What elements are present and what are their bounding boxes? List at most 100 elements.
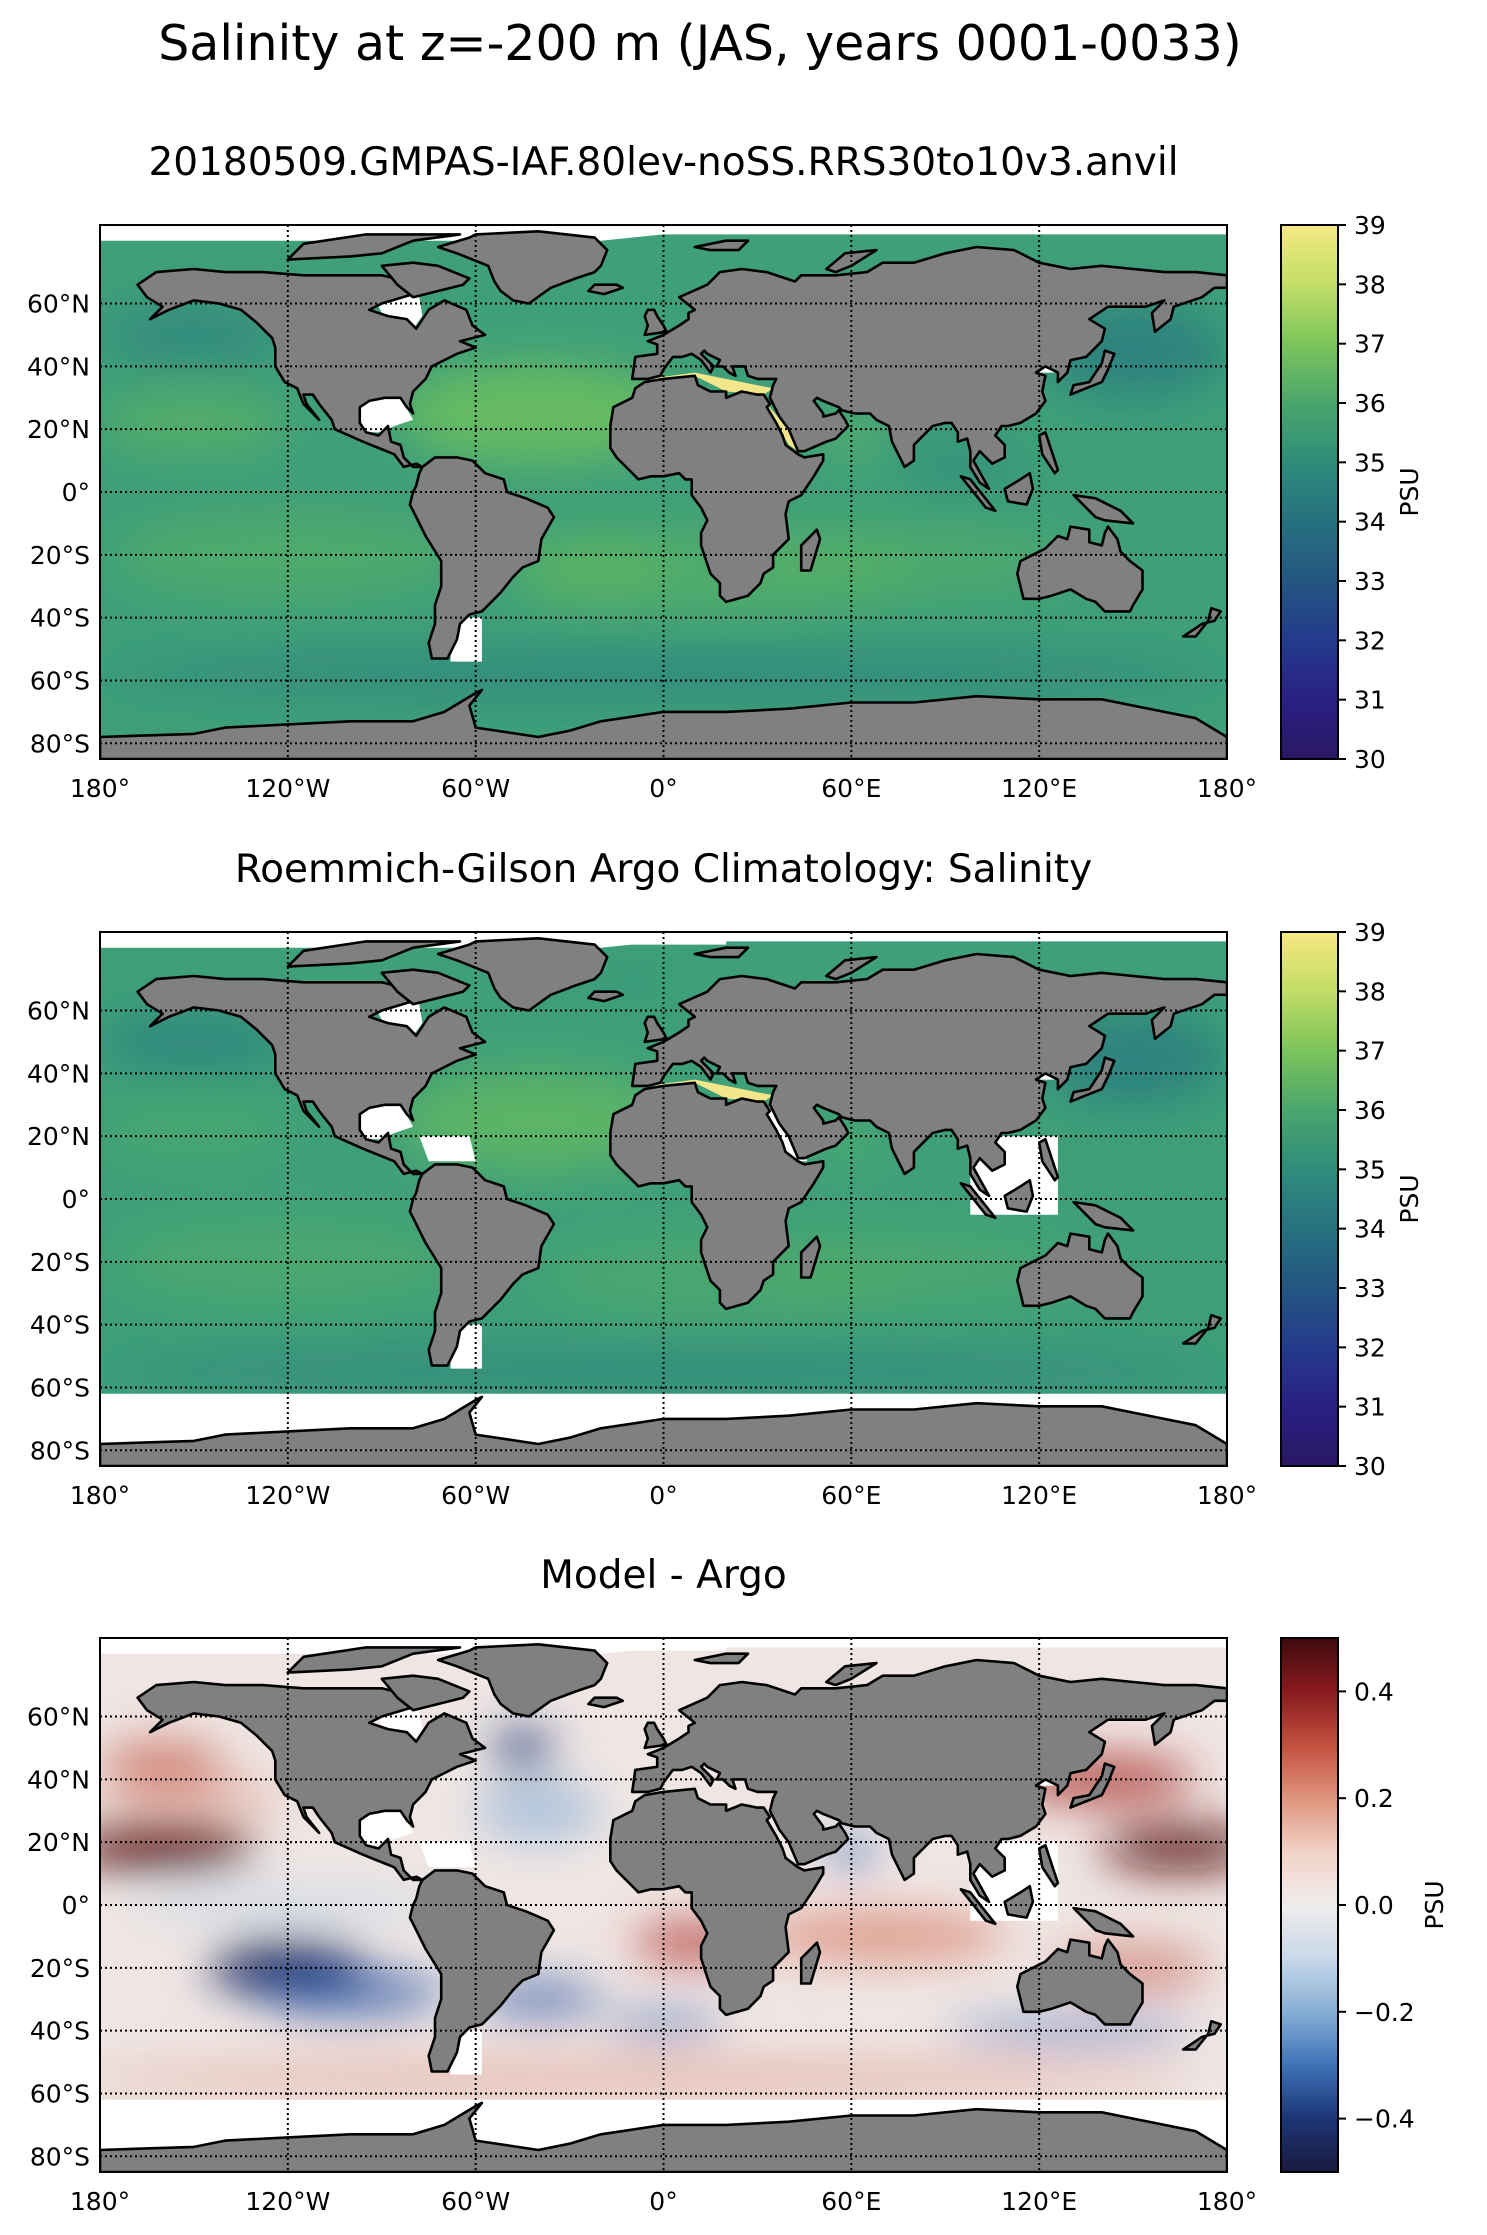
colorbar-tick-label: 33: [1354, 567, 1386, 596]
land-new-guinea: [1072, 1200, 1135, 1232]
colorbar-gradient: [1280, 931, 1339, 1467]
lon-tick-label: 180°: [1197, 774, 1257, 803]
land-new-guinea: [1072, 1906, 1135, 1938]
land-arctic-archipelago: [286, 1646, 462, 1674]
colorbar-tick-label: 33: [1354, 1274, 1386, 1303]
land-greenland: [436, 1643, 609, 1718]
panels: 20180509.GMPAS-IAF.80lev-noSS.RRS30to10v…: [27, 140, 1449, 2216]
lon-tick-label: 120°W: [245, 2187, 330, 2216]
lon-tick-label: 60°E: [821, 2187, 881, 2216]
lat-tick-label: 20°S: [30, 1954, 90, 1983]
field-anomaly: [100, 1826, 257, 1871]
land-arctic-archipelago: [286, 233, 462, 261]
panel-title: Roemmich-Gilson Argo Climatology: Salini…: [235, 847, 1092, 892]
field-anomaly: [506, 532, 664, 609]
land-antarctica: [100, 688, 1227, 759]
colorbar-gradient: [1280, 224, 1339, 760]
land-iceland: [587, 1696, 625, 1709]
colorbar-tick-label: 35: [1354, 1155, 1386, 1184]
high-salinity-region: [647, 1079, 774, 1102]
lon-tick-label: 120°W: [245, 1481, 330, 1510]
colorbar-tick-label: 37: [1354, 1037, 1386, 1066]
land-eurasia: [630, 1658, 1227, 1904]
lat-tick-label: 60°N: [27, 290, 90, 319]
missing-data-region: [419, 1842, 476, 1868]
panel-model: 20180509.GMPAS-IAF.80lev-noSS.RRS30to10v…: [27, 140, 1424, 803]
field-anomaly: [100, 1738, 226, 1789]
lat-tick-label: 40°S: [30, 1311, 90, 1340]
land-iceland: [587, 990, 625, 1003]
land-japan: [1069, 1056, 1116, 1103]
land-philippines: [1037, 1138, 1060, 1182]
land-japan: [1069, 349, 1116, 396]
lon-tick-label: 0°: [649, 1481, 677, 1510]
panel-observation: Roemmich-Gilson Argo Climatology: Salini…: [27, 847, 1424, 1510]
field-anomaly: [475, 1779, 601, 1843]
land-baffin: [380, 1674, 471, 1712]
colorbar-tick-label: 30: [1354, 745, 1386, 774]
lat-tick-label: 60°N: [27, 1703, 90, 1732]
colorbar-tick-label: 35: [1354, 448, 1386, 477]
land-uk: [643, 1721, 668, 1750]
panel-difference: Model - Argo 60°N 40°N 20°N 0° 20°S 40°S 60°S 80…: [27, 1553, 1449, 2216]
land-arctic-archipelago: [286, 940, 462, 968]
lon-tick-label: 60°W: [441, 1481, 510, 1510]
land-africa: [608, 374, 825, 604]
lat-tick-label: 40°N: [27, 1059, 90, 1088]
lon-tick-label: 180°: [70, 774, 130, 803]
figure-title: Salinity at z=-200 m (JAS, years 0001-00…: [158, 15, 1242, 72]
land-borneo: [1003, 1884, 1035, 1919]
high-salinity-region: [647, 372, 774, 395]
land-north-america: [136, 1680, 487, 1882]
lat-tick-label: 80°S: [30, 1436, 90, 1465]
missing-data-region: [356, 1810, 414, 1846]
lon-tick-label: 60°E: [821, 1481, 881, 1510]
graticule: [100, 932, 1227, 1466]
land-philippines: [1037, 430, 1060, 475]
land-madagascar: [799, 1235, 822, 1279]
lat-tick-label: 80°S: [30, 2142, 90, 2171]
land-greenland: [436, 230, 609, 305]
colorbar-tick-label: 0.0: [1354, 1891, 1394, 1920]
field-anomaly: [491, 1729, 554, 1767]
colorbar-tick-label: 37: [1354, 330, 1386, 359]
lat-tick-label: 20°S: [30, 1248, 90, 1277]
missing-data-region: [569, 932, 727, 945]
map-frame: [99, 931, 1228, 1467]
colorbar-tick-label: 39: [1354, 211, 1386, 240]
colorbar-tick-label: 36: [1354, 389, 1386, 418]
land-north-america: [136, 974, 487, 1176]
colorbar-tick-label: 31: [1354, 1393, 1386, 1422]
land-new-zealand: [1181, 606, 1222, 638]
lat-tick-label: 40°S: [30, 2017, 90, 2046]
lon-tick-label: 120°E: [1001, 1481, 1077, 1510]
lat-tick-label: 0°: [62, 1891, 90, 1920]
field-anomaly: [100, 1098, 288, 1162]
graticule: [100, 1638, 1227, 2172]
lon-tick-label: 180°: [1197, 2187, 1257, 2216]
panel-title: 20180509.GMPAS-IAF.80lev-noSS.RRS30to10v…: [148, 140, 1178, 185]
colorbar-tick-label: 31: [1354, 686, 1386, 715]
colorbar-label: PSU: [1395, 1174, 1424, 1223]
colorbar-gradient: [1280, 1637, 1339, 2173]
land-eurasia: [630, 952, 1227, 1198]
colorbar-label: PSU: [1420, 1880, 1449, 1929]
colorbar-tick-label: 38: [1354, 270, 1386, 299]
land-uk: [643, 1015, 668, 1044]
lat-tick-label: 60°S: [30, 666, 90, 695]
colorbar-tick-label: 36: [1354, 1096, 1386, 1125]
land-antarctica: [100, 1395, 1227, 1466]
missing-data-region: [356, 397, 414, 433]
lat-tick-label: 40°S: [30, 604, 90, 633]
graticule: [100, 225, 1227, 759]
lat-tick-label: 60°S: [30, 1373, 90, 1402]
field-anomaly: [100, 1346, 1227, 1397]
lon-tick-label: 60°W: [441, 2187, 510, 2216]
land-south-america: [408, 1163, 556, 1367]
land-north-america: [136, 267, 487, 469]
lat-tick-label: 0°: [62, 1185, 90, 1214]
colorbar: 39 38 37 36 35 34 33 32 31 30 PSU: [1280, 211, 1424, 774]
panel-title: Model - Argo: [540, 1553, 787, 1598]
lon-tick-label: 120°E: [1001, 774, 1077, 803]
